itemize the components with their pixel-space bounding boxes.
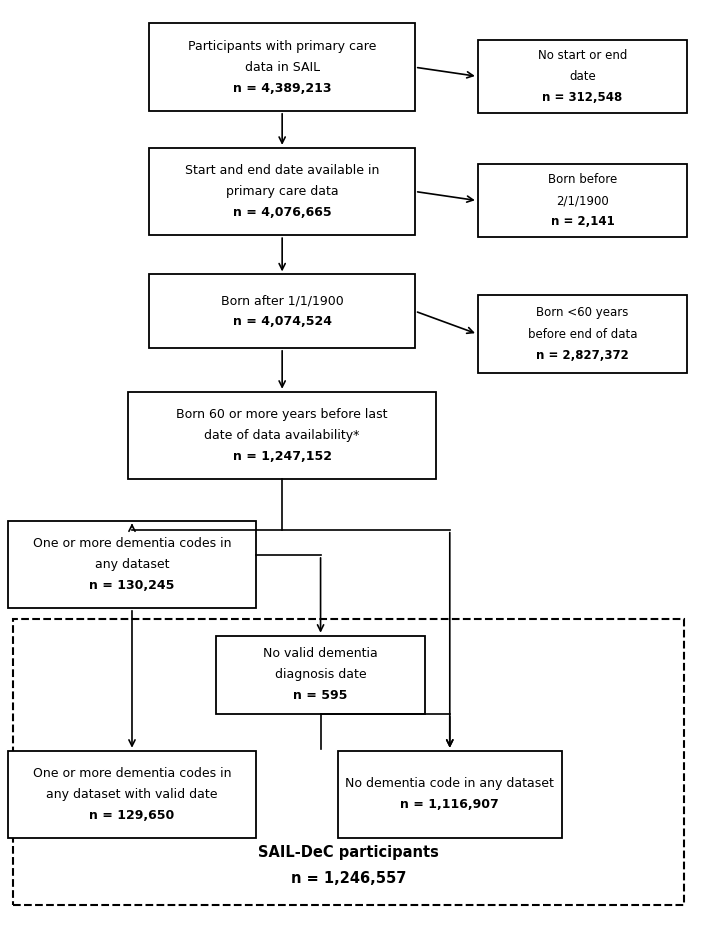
- Text: any dataset: any dataset: [95, 557, 169, 570]
- Text: No valid dementia: No valid dementia: [263, 647, 378, 660]
- Text: 2/1/1900: 2/1/1900: [556, 194, 609, 207]
- Text: diagnosis date: diagnosis date: [275, 669, 366, 682]
- Text: n = 1,116,907: n = 1,116,907: [401, 798, 499, 811]
- FancyBboxPatch shape: [13, 619, 684, 905]
- Text: Born before: Born before: [548, 173, 617, 186]
- Text: One or more dementia codes in: One or more dementia codes in: [33, 536, 231, 549]
- Text: date of data availability*: date of data availability*: [204, 429, 360, 442]
- FancyBboxPatch shape: [216, 635, 425, 714]
- Text: Born 60 or more years before last: Born 60 or more years before last: [177, 407, 388, 420]
- Text: n = 595: n = 595: [294, 689, 348, 703]
- Text: n = 2,141: n = 2,141: [551, 216, 615, 229]
- Text: date: date: [569, 70, 596, 83]
- FancyBboxPatch shape: [478, 164, 687, 237]
- FancyBboxPatch shape: [8, 520, 256, 608]
- Text: n = 1,246,557: n = 1,246,557: [291, 870, 406, 885]
- Text: No start or end: No start or end: [538, 49, 627, 62]
- Text: Participants with primary care: Participants with primary care: [188, 40, 377, 53]
- FancyBboxPatch shape: [8, 751, 256, 838]
- FancyBboxPatch shape: [149, 23, 415, 111]
- Text: n = 4,389,213: n = 4,389,213: [233, 81, 332, 94]
- Text: n = 2,827,372: n = 2,827,372: [536, 349, 629, 362]
- Text: Born after 1/1/1900: Born after 1/1/1900: [221, 294, 344, 307]
- Text: n = 1,247,152: n = 1,247,152: [232, 450, 332, 463]
- FancyBboxPatch shape: [149, 148, 415, 235]
- Text: any dataset with valid date: any dataset with valid date: [46, 788, 218, 801]
- FancyBboxPatch shape: [129, 392, 436, 479]
- Text: primary care data: primary care data: [226, 185, 339, 198]
- Text: data in SAIL: data in SAIL: [244, 61, 320, 74]
- Text: No dementia code in any dataset: No dementia code in any dataset: [346, 777, 554, 790]
- Text: n = 129,650: n = 129,650: [89, 809, 175, 822]
- Text: Start and end date available in: Start and end date available in: [185, 164, 379, 177]
- Text: n = 312,548: n = 312,548: [542, 91, 622, 104]
- Text: Born <60 years: Born <60 years: [536, 307, 629, 319]
- FancyBboxPatch shape: [149, 274, 415, 348]
- FancyBboxPatch shape: [478, 40, 687, 113]
- Text: n = 4,076,665: n = 4,076,665: [233, 206, 332, 219]
- FancyBboxPatch shape: [478, 295, 687, 373]
- Text: n = 130,245: n = 130,245: [89, 579, 175, 592]
- Text: n = 4,074,524: n = 4,074,524: [232, 315, 332, 328]
- Text: SAIL-DeC participants: SAIL-DeC participants: [258, 845, 439, 860]
- Text: One or more dementia codes in: One or more dementia codes in: [33, 767, 231, 780]
- FancyBboxPatch shape: [338, 751, 562, 838]
- Text: before end of data: before end of data: [528, 328, 637, 341]
